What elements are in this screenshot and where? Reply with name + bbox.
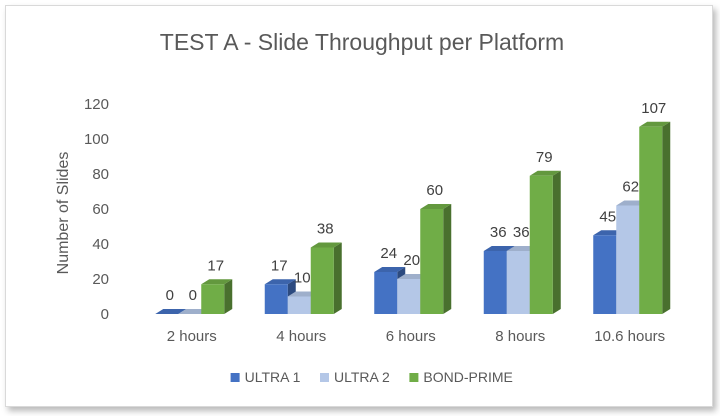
legend-swatch xyxy=(320,373,329,382)
y-axis-ticks: 0 20 40 60 80 100 120 xyxy=(84,96,109,323)
legend-label: BOND-PRIME xyxy=(423,369,512,385)
bar-series-group xyxy=(155,121,671,314)
y-tick-label: 80 xyxy=(92,166,109,183)
data-label: 24 xyxy=(380,245,397,262)
data-label: 17 xyxy=(271,257,288,274)
legend-item: BOND-PRIME xyxy=(409,369,513,385)
x-tick-label: 10.6 hours xyxy=(594,328,665,345)
y-axis-title: Number of Slides xyxy=(55,152,72,275)
chart-title: TEST A - Slide Throughput per Platform xyxy=(160,29,564,55)
legend-item: ULTRA 1 xyxy=(230,369,301,385)
data-label: 0 xyxy=(166,287,174,304)
y-tick-label: 20 xyxy=(92,271,109,288)
x-tick-label: 2 hours xyxy=(167,328,217,345)
bar xyxy=(310,242,342,314)
x-tick-label: 6 hours xyxy=(386,328,436,345)
data-label: 62 xyxy=(622,179,639,196)
chart-frame: TEST A - Slide Throughput per Platform N… xyxy=(5,5,713,407)
data-labels-group: 0 0 17 17 10 38 24 20 60 36 36 79 45 62 107 xyxy=(166,100,667,304)
y-tick-label: 60 xyxy=(92,201,109,218)
legend-label: ULTRA 1 xyxy=(245,369,301,385)
x-tick-label: 4 hours xyxy=(276,328,326,345)
data-label: 60 xyxy=(426,182,443,199)
bar xyxy=(529,170,561,314)
y-tick-label: 0 xyxy=(101,306,109,323)
y-tick-label: 120 xyxy=(84,96,109,113)
x-axis-ticks: 2 hours 4 hours 6 hours 8 hours 10.6 hours xyxy=(167,328,665,345)
y-tick-label: 40 xyxy=(92,236,109,253)
x-tick-label: 8 hours xyxy=(495,328,545,345)
data-label: 36 xyxy=(513,224,530,241)
data-label: 0 xyxy=(189,287,197,304)
data-label: 38 xyxy=(317,221,334,238)
bar xyxy=(639,121,671,314)
legend-label: ULTRA 2 xyxy=(334,369,390,385)
data-label: 107 xyxy=(641,100,666,117)
legend: ULTRA 1 ULTRA 2 BOND-PRIME xyxy=(230,369,513,385)
y-tick-label: 100 xyxy=(84,131,109,148)
data-label: 45 xyxy=(599,208,616,225)
legend-swatch xyxy=(409,373,419,382)
data-label: 79 xyxy=(536,149,553,166)
data-label: 20 xyxy=(403,252,420,269)
chart-canvas: TEST A - Slide Throughput per Platform N… xyxy=(55,29,671,385)
legend-swatch xyxy=(230,373,240,382)
data-label: 36 xyxy=(490,224,507,241)
bar xyxy=(155,309,187,314)
data-label: 17 xyxy=(207,257,224,274)
data-label: 10 xyxy=(294,270,311,287)
bar xyxy=(201,279,233,314)
legend-item: ULTRA 2 xyxy=(320,369,390,385)
bar xyxy=(420,204,452,314)
